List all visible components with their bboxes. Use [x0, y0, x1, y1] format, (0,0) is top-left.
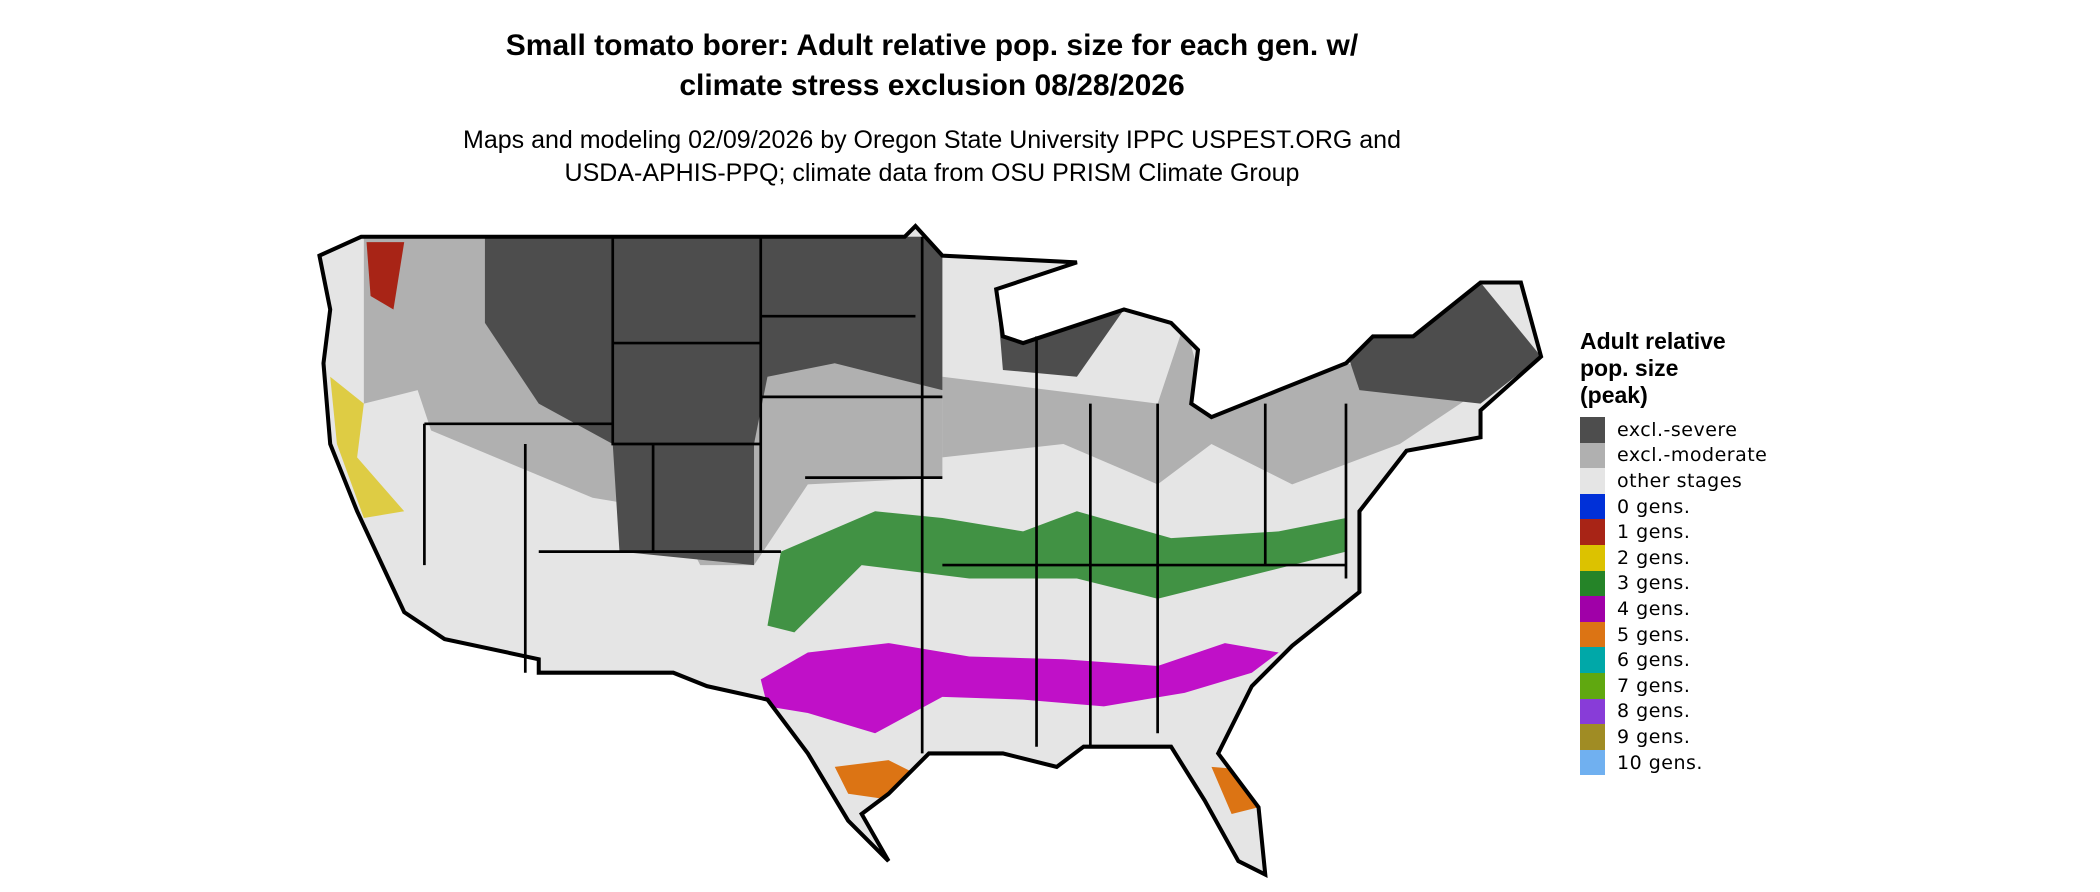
four-gens-band	[760, 643, 1279, 734]
legend-item: 0 gens.	[1580, 493, 1767, 520]
legend-item: excl.-moderate	[1580, 442, 1768, 469]
one-gens-wa	[366, 242, 405, 310]
legend-swatch	[1580, 519, 1605, 545]
legend-label: excl.-moderate	[1617, 444, 1768, 467]
legend-swatch	[1580, 442, 1605, 469]
map-subtitle: Maps and modeling 02/09/2026 by Oregon S…	[463, 126, 1401, 187]
legend-swatch	[1580, 468, 1605, 494]
legend-label: excl.-severe	[1617, 418, 1738, 441]
legend-swatch	[1580, 596, 1605, 622]
legend-label: 10 gens.	[1617, 751, 1703, 774]
legend-label: 3 gens.	[1617, 572, 1691, 595]
legend-label: other stages	[1617, 469, 1743, 492]
legend-swatch	[1580, 672, 1605, 699]
legend-item: 8 gens.	[1580, 698, 1767, 725]
legend-swatch	[1580, 417, 1605, 443]
legend-label: 7 gens.	[1617, 674, 1691, 697]
three-gens-band	[767, 511, 1346, 633]
legend-item: excl.-severe	[1580, 417, 1767, 443]
legend-label: 8 gens.	[1617, 700, 1691, 723]
legend-label: 2 gens.	[1617, 546, 1691, 569]
state-borders	[319, 226, 1541, 874]
legend-label: 5 gens.	[1617, 623, 1691, 646]
legend-swatch	[1580, 647, 1605, 673]
legend-item: 7 gens.	[1580, 672, 1767, 699]
legend-swatch	[1580, 698, 1605, 725]
legend-item: 1 gens.	[1580, 519, 1767, 545]
legend-item: 3 gens.	[1580, 570, 1767, 597]
legend-swatch	[1580, 621, 1605, 648]
legend-label: 1 gens.	[1617, 521, 1691, 544]
legend-item: 10 gens.	[1580, 749, 1767, 776]
legend-item: 5 gens.	[1580, 621, 1767, 648]
legend-item: 2 gens.	[1580, 544, 1767, 571]
legend-label: 6 gens.	[1617, 649, 1691, 672]
two-gens-west	[330, 376, 405, 518]
legend-swatch	[1580, 544, 1605, 571]
legend: Adult relative pop. size (peak) excl.-se…	[1580, 328, 1768, 776]
legend-swatch	[1580, 749, 1605, 776]
legend-title: Adult relative pop. size (peak)	[1580, 328, 1726, 408]
legend-swatch	[1580, 570, 1605, 597]
excl-severe-region	[484, 236, 943, 566]
legend-swatch	[1580, 724, 1605, 750]
map-title: Small tomato borer: Adult relative pop. …	[505, 29, 1359, 102]
legend-label: 0 gens.	[1617, 495, 1691, 518]
legend-label: 4 gens.	[1617, 597, 1691, 620]
legend-item: other stages	[1580, 468, 1767, 494]
excl-severe-region-northeast	[1345, 282, 1542, 404]
legend-label: 9 gens.	[1617, 725, 1691, 748]
legend-item: 4 gens.	[1580, 596, 1767, 622]
legend-item: 6 gens.	[1580, 647, 1767, 673]
legend-item: 9 gens.	[1580, 724, 1767, 750]
legend-swatch	[1580, 493, 1605, 520]
